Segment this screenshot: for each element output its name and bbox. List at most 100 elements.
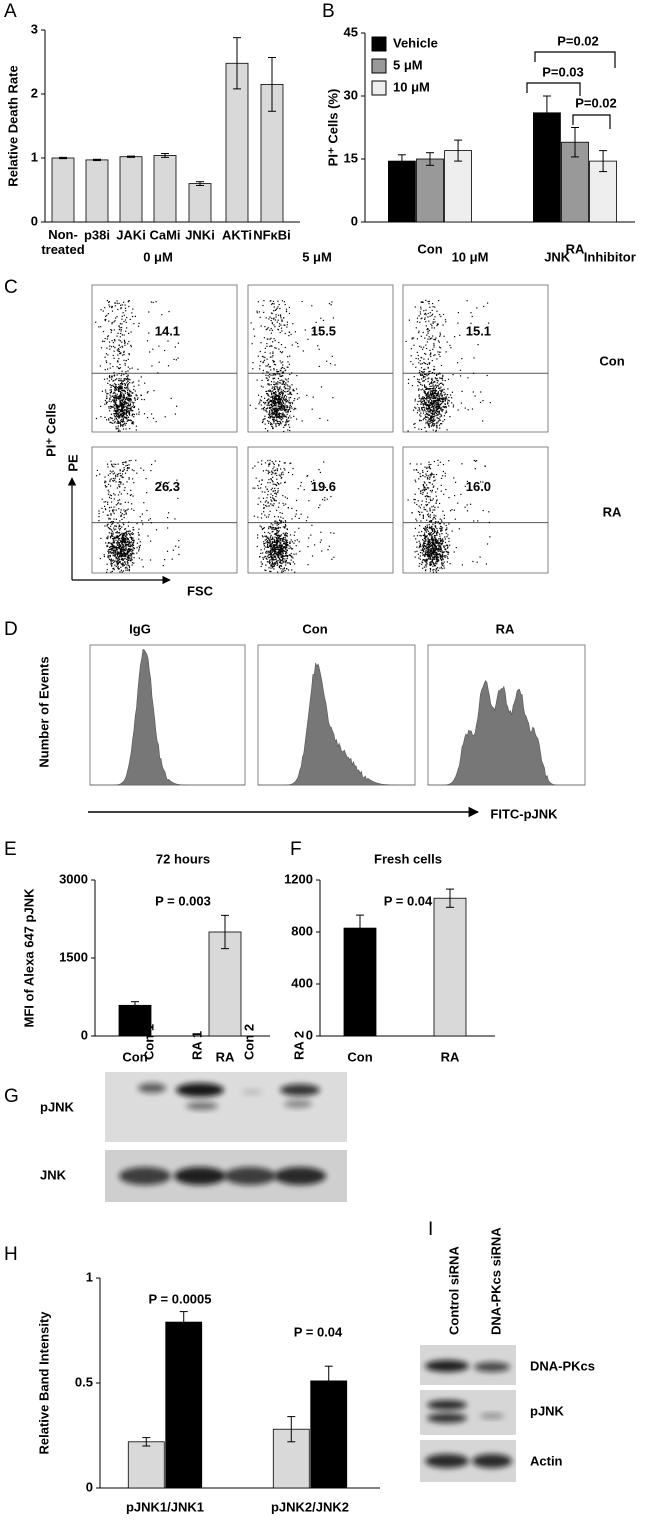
dot bbox=[429, 388, 431, 390]
error-bar bbox=[426, 152, 434, 166]
dot bbox=[272, 526, 274, 528]
dot bbox=[284, 403, 286, 405]
dot bbox=[109, 547, 111, 549]
dot bbox=[279, 475, 281, 477]
dot bbox=[269, 463, 271, 466]
dot bbox=[138, 548, 140, 550]
dot bbox=[445, 321, 447, 323]
dot bbox=[122, 564, 124, 566]
dot bbox=[124, 387, 127, 389]
dot bbox=[436, 425, 438, 427]
dot bbox=[117, 503, 119, 505]
dot bbox=[432, 547, 434, 549]
dot bbox=[420, 401, 422, 403]
dot bbox=[273, 369, 275, 371]
dot bbox=[280, 324, 282, 326]
dot bbox=[112, 533, 114, 535]
dot bbox=[277, 553, 279, 555]
dot bbox=[128, 300, 130, 302]
annotation: P=0.02 bbox=[557, 33, 599, 48]
dot bbox=[266, 345, 268, 347]
dot bbox=[124, 542, 126, 544]
dot bbox=[423, 389, 425, 392]
dot bbox=[283, 395, 285, 397]
dot bbox=[285, 545, 287, 547]
dot bbox=[133, 413, 135, 416]
dot bbox=[265, 551, 267, 553]
dot bbox=[130, 558, 133, 560]
dot bbox=[288, 306, 290, 309]
dot bbox=[434, 423, 436, 425]
dot bbox=[123, 509, 125, 511]
dot bbox=[273, 338, 275, 340]
dot bbox=[476, 307, 478, 309]
dot bbox=[138, 534, 140, 536]
dot bbox=[110, 558, 112, 560]
dot bbox=[264, 415, 266, 417]
dot bbox=[278, 396, 280, 398]
dot bbox=[118, 378, 120, 380]
dot bbox=[271, 549, 273, 551]
dot bbox=[132, 526, 134, 529]
dot bbox=[272, 390, 274, 392]
dot bbox=[446, 561, 448, 563]
dot bbox=[326, 360, 328, 362]
dot bbox=[289, 426, 291, 428]
dot bbox=[127, 551, 129, 553]
dot bbox=[121, 387, 123, 389]
dot bbox=[440, 414, 442, 416]
dot bbox=[433, 346, 435, 348]
dot bbox=[117, 332, 119, 334]
dot bbox=[107, 463, 109, 465]
dot bbox=[293, 390, 295, 392]
dot bbox=[116, 300, 118, 302]
dot bbox=[270, 384, 272, 386]
dot bbox=[429, 551, 431, 553]
dot bbox=[430, 562, 432, 564]
dot bbox=[120, 475, 122, 477]
dot bbox=[267, 473, 269, 475]
dot bbox=[429, 420, 432, 422]
dot bbox=[422, 548, 424, 550]
dot bbox=[117, 502, 120, 504]
dot bbox=[111, 378, 113, 380]
dot bbox=[420, 306, 422, 308]
dot bbox=[434, 556, 436, 558]
dot bbox=[112, 532, 114, 534]
dot bbox=[125, 413, 127, 415]
dot bbox=[111, 465, 113, 467]
dot bbox=[280, 554, 282, 556]
dot bbox=[263, 504, 265, 506]
dot bbox=[116, 404, 118, 406]
dot bbox=[435, 373, 438, 376]
dot bbox=[418, 557, 420, 559]
dot bbox=[435, 396, 437, 398]
dot bbox=[140, 394, 142, 396]
dot bbox=[439, 406, 441, 408]
dot bbox=[104, 508, 106, 510]
dot bbox=[267, 561, 269, 563]
dot bbox=[267, 537, 269, 539]
dot bbox=[264, 351, 266, 353]
dot bbox=[433, 394, 435, 396]
dot bbox=[132, 404, 134, 406]
dot bbox=[283, 408, 285, 410]
dot bbox=[123, 541, 125, 543]
dot bbox=[417, 358, 419, 360]
dot bbox=[414, 406, 416, 408]
dot bbox=[279, 564, 281, 567]
dot bbox=[133, 482, 135, 484]
dot bbox=[423, 310, 425, 312]
dot bbox=[296, 539, 298, 541]
dot bbox=[143, 399, 145, 401]
dot bbox=[283, 398, 285, 400]
dot bbox=[432, 408, 434, 410]
dot bbox=[260, 360, 262, 363]
dot bbox=[426, 363, 428, 365]
dot bbox=[410, 348, 412, 350]
dot bbox=[105, 501, 107, 503]
dot bbox=[103, 555, 105, 558]
dot bbox=[271, 403, 273, 405]
dot bbox=[114, 386, 116, 388]
dot bbox=[278, 506, 280, 508]
